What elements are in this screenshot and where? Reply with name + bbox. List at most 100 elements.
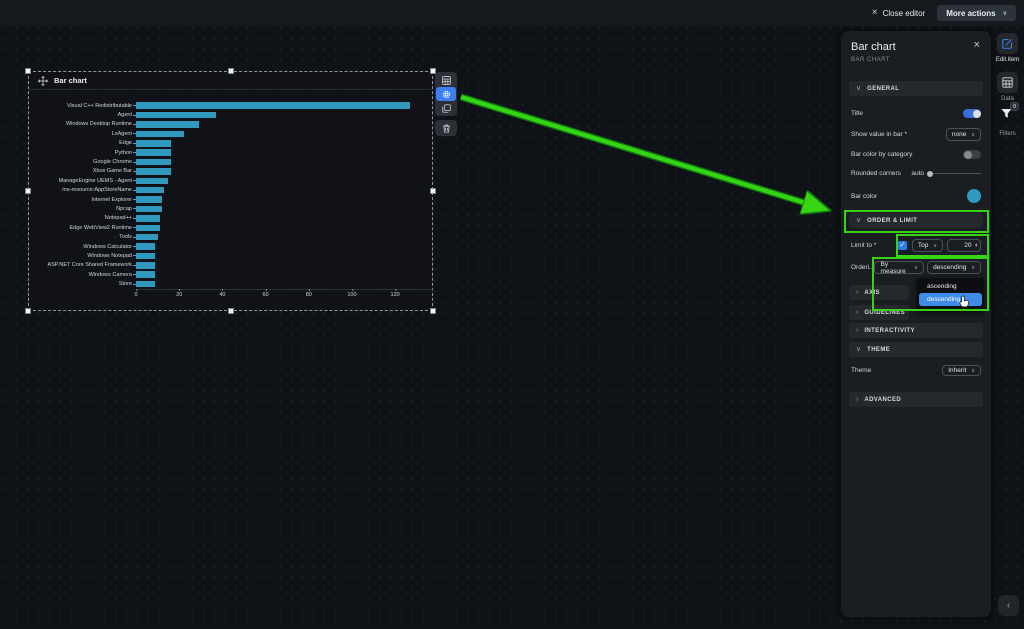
table-icon[interactable] — [436, 73, 456, 87]
resize-handle-ne[interactable] — [430, 68, 436, 74]
settings-close-icon[interactable]: × — [973, 39, 980, 51]
axis-tick — [133, 170, 136, 172]
bar[interactable] — [136, 102, 411, 109]
chart-row: Visual C++ Redistributable — [33, 101, 429, 110]
move-icon[interactable] — [38, 75, 48, 86]
menu-item-ascending[interactable]: ascending — [927, 283, 957, 290]
bar[interactable] — [136, 224, 160, 232]
edit-item-button[interactable] — [997, 33, 1018, 54]
axis-tick — [133, 236, 136, 238]
axis-tick — [133, 227, 136, 229]
settings-gear-icon[interactable] — [436, 87, 456, 101]
axis-tick — [133, 264, 136, 266]
bar[interactable] — [136, 196, 162, 203]
axis-tick — [133, 199, 136, 201]
bar[interactable] — [136, 215, 160, 222]
ordering-direction-dropdown[interactable]: descending ∨ — [927, 261, 981, 274]
resize-handle-w[interactable] — [25, 188, 31, 194]
slider-knob[interactable] — [927, 170, 933, 177]
resize-handle-e[interactable] — [430, 188, 436, 194]
section-advanced[interactable]: › ADVANCED — [849, 392, 983, 407]
bar-color-by-category-toggle[interactable] — [963, 150, 981, 159]
chart-row: Xbox Game Bar — [33, 167, 429, 176]
more-actions-button[interactable]: More actions ∨ — [937, 5, 1016, 21]
row-ordering: Orderi... By measure ∨ descending ∨ — [851, 261, 981, 275]
axis-tick — [133, 161, 136, 163]
collapse-panel-button[interactable]: ‹ — [998, 595, 1019, 616]
section-guidelines[interactable]: › GUIDELINES — [849, 305, 909, 320]
category-label: Edge WebView2 Runtime — [69, 224, 132, 231]
category-label: Xbox Game Bar — [92, 168, 132, 175]
chevron-down-icon: ∨ — [971, 131, 975, 138]
bar[interactable] — [136, 158, 171, 166]
menu-item-descending[interactable]: descending — [919, 293, 982, 306]
resize-handle-nw[interactable] — [25, 68, 31, 74]
bar[interactable] — [136, 140, 171, 147]
chart-row: Tools — [33, 232, 429, 241]
bar-chart-widget[interactable]: Bar chart Visual C++ Redistributable Agen… — [28, 71, 434, 311]
bar[interactable] — [136, 149, 171, 156]
chevron-down-icon: ∨ — [856, 85, 862, 92]
bar[interactable] — [136, 130, 184, 138]
right-rail: Edit item Data 0 Filters — [991, 26, 1024, 629]
data-button[interactable] — [997, 72, 1018, 93]
category-label: LsAgent — [111, 130, 132, 137]
chart-row: Python — [33, 148, 429, 157]
duplicate-icon[interactable] — [436, 101, 456, 115]
limit-value-input[interactable]: 20 ▲ ▼ — [947, 239, 981, 252]
row-bar-color-by-category: Bar color by category — [851, 150, 981, 159]
resize-handle-n[interactable] — [228, 68, 234, 74]
limit-mode-dropdown[interactable]: Top ∨ — [911, 239, 943, 252]
bar[interactable] — [136, 233, 158, 241]
section-order-limit[interactable]: ∨ ORDER & LIMIT — [849, 213, 983, 228]
bar[interactable] — [136, 121, 199, 128]
category-label: Tools — [119, 234, 132, 241]
section-theme[interactable]: ∨ THEME — [849, 342, 983, 357]
chevron-down-icon: ∨ — [856, 217, 862, 224]
rounded-corners-slider[interactable]: auto — [911, 170, 981, 177]
resize-handle-s[interactable] — [228, 308, 234, 314]
section-axis[interactable]: › AXIS — [849, 285, 909, 300]
spinner-arrows[interactable]: ▲ ▼ — [974, 241, 978, 248]
bar[interactable] — [136, 243, 156, 250]
title-toggle[interactable] — [963, 109, 981, 118]
more-actions-label: More actions — [946, 8, 996, 18]
resize-handle-sw[interactable] — [25, 308, 31, 314]
limit-checkbox[interactable]: ✓ — [897, 241, 907, 250]
bar[interactable] — [136, 186, 165, 194]
bar[interactable] — [136, 177, 169, 185]
chart-row: Notepad++ — [33, 214, 429, 223]
section-general[interactable]: ∨ GENERAL — [849, 81, 983, 96]
chevron-right-icon: › — [856, 327, 859, 334]
axis-tick — [133, 189, 136, 191]
axis-tick — [133, 152, 136, 154]
bar-color-swatch[interactable] — [967, 189, 981, 203]
delete-icon[interactable] — [436, 121, 456, 135]
chevron-right-icon: › — [856, 289, 859, 296]
row-limit: Limit to * ✓ Top ∨ 20 ▲ ▼ — [851, 239, 981, 252]
resize-handle-se[interactable] — [430, 308, 436, 314]
category-label: Notepad++ — [104, 215, 132, 222]
bar[interactable] — [136, 168, 171, 175]
chevron-down-icon: ∨ — [933, 242, 937, 249]
close-editor-button[interactable]: × Close editor — [872, 8, 926, 18]
close-icon: × — [871, 7, 878, 18]
section-interactivity[interactable]: › INTERACTIVITY — [849, 323, 983, 338]
chevron-down-icon: ∨ — [971, 264, 975, 271]
chevron-right-icon: › — [856, 309, 859, 316]
bar[interactable] — [136, 252, 156, 260]
show-value-dropdown[interactable]: none ∨ — [945, 128, 981, 141]
theme-dropdown[interactable]: Inherit ∨ — [942, 365, 981, 376]
bar[interactable] — [136, 280, 156, 288]
x-axis: 0 20 40 60 80 100 120 — [134, 289, 434, 301]
filters-button[interactable] — [1000, 107, 1013, 125]
mouse-cursor-icon — [959, 295, 970, 308]
ordering-by-dropdown[interactable]: By measure ∨ — [874, 261, 924, 275]
axis-tick — [133, 283, 136, 285]
bar[interactable] — [136, 271, 156, 278]
axis-tick — [133, 217, 136, 219]
bar[interactable] — [136, 111, 216, 119]
bar[interactable] — [136, 262, 156, 269]
chart-row: Edge — [33, 139, 429, 148]
bar[interactable] — [136, 205, 162, 213]
